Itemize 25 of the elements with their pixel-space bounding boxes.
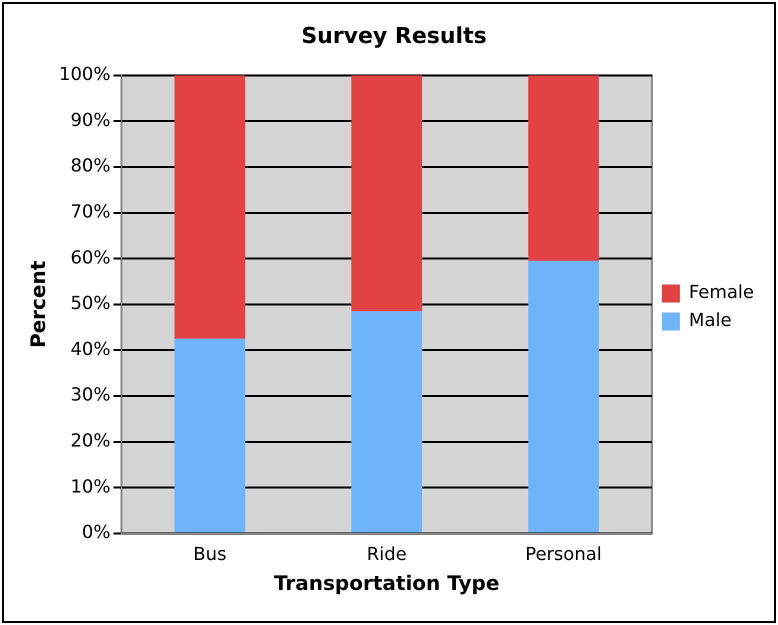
- bar: [174, 75, 246, 339]
- x-tick-label: Bus: [193, 544, 226, 565]
- bar: [528, 75, 599, 261]
- y-tick-label: 60%: [70, 247, 110, 268]
- x-axis-title: Transportation Type: [274, 571, 500, 596]
- chart-title: Survey Results: [301, 24, 487, 49]
- y-tick-label: 30%: [70, 384, 110, 406]
- y-tick-label: 50%: [70, 293, 110, 314]
- y-tick-label: 20%: [70, 430, 110, 452]
- x-tick-label: Personal: [525, 544, 602, 565]
- x-tick-label: Ride: [366, 544, 407, 565]
- y-tick-label: 10%: [70, 476, 110, 498]
- y-axis-title: Percent: [26, 260, 50, 348]
- legend-label: Male: [688, 310, 732, 332]
- bar: [528, 260, 599, 532]
- bar: [351, 311, 422, 532]
- bar: [351, 75, 422, 312]
- y-tick-label: 80%: [70, 156, 110, 177]
- legend-label: Female: [688, 282, 754, 304]
- y-tick-label: 90%: [70, 110, 110, 131]
- y-tick-label: 40%: [70, 338, 110, 360]
- y-tick-label: 100%: [58, 64, 110, 86]
- y-tick-label: 0%: [82, 522, 110, 544]
- y-tick-label: 70%: [70, 201, 110, 222]
- bar: [174, 338, 246, 532]
